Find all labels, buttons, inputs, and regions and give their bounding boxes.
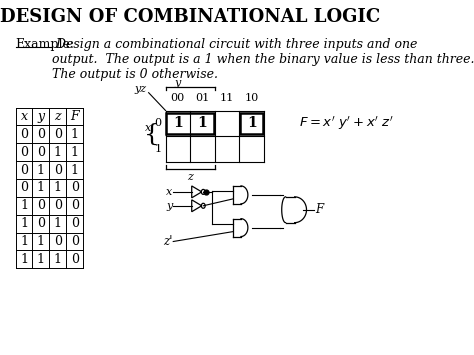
Text: 0: 0 <box>71 253 79 266</box>
Text: 01: 01 <box>195 93 210 103</box>
Text: x: x <box>146 124 152 133</box>
Text: 1: 1 <box>247 116 256 130</box>
Text: x: x <box>166 187 173 197</box>
Text: 0: 0 <box>71 235 79 248</box>
Text: 10: 10 <box>245 93 259 103</box>
Text: 11: 11 <box>220 93 234 103</box>
Text: 1: 1 <box>54 181 62 195</box>
Text: F: F <box>71 110 79 123</box>
Text: 0: 0 <box>54 164 62 176</box>
Text: 0: 0 <box>37 217 45 230</box>
Text: 1: 1 <box>20 235 28 248</box>
Text: 0: 0 <box>71 181 79 195</box>
Text: x: x <box>20 110 27 123</box>
Text: Design a combinational circuit with three inputs and one
output.  The output is : Design a combinational circuit with thre… <box>53 38 474 81</box>
Text: 0: 0 <box>37 128 45 141</box>
Text: DESIGN OF COMBINATIONAL LOGIC: DESIGN OF COMBINATIONAL LOGIC <box>0 8 380 26</box>
Text: 1: 1 <box>20 199 28 212</box>
Text: 1: 1 <box>54 217 62 230</box>
Text: 0: 0 <box>20 164 28 176</box>
Text: 1: 1 <box>71 146 79 159</box>
Text: y: y <box>166 201 173 211</box>
Text: z': z' <box>163 235 173 248</box>
Text: 0: 0 <box>54 199 62 212</box>
Text: {: { <box>144 123 159 146</box>
Text: 1: 1 <box>155 144 162 154</box>
Text: 0: 0 <box>54 235 62 248</box>
Text: 1: 1 <box>71 164 79 176</box>
Text: 1: 1 <box>20 217 28 230</box>
Text: 1: 1 <box>20 253 28 266</box>
Text: z: z <box>55 110 61 123</box>
Text: 1: 1 <box>37 235 45 248</box>
Text: 0: 0 <box>71 199 79 212</box>
Text: 1: 1 <box>173 116 183 130</box>
Text: 1: 1 <box>37 253 45 266</box>
Text: 0: 0 <box>71 217 79 230</box>
Text: 0: 0 <box>20 146 28 159</box>
Text: 1: 1 <box>54 146 62 159</box>
Text: y: y <box>37 110 45 123</box>
Text: 00: 00 <box>171 93 185 103</box>
Text: 1: 1 <box>54 253 62 266</box>
Text: 0: 0 <box>20 128 28 141</box>
Text: $F = x'\ y'+x'\ z'$: $F = x'\ y'+x'\ z'$ <box>299 115 393 132</box>
Text: 1: 1 <box>71 128 79 141</box>
Text: 1: 1 <box>37 164 45 176</box>
Text: 0: 0 <box>20 181 28 195</box>
Text: Example:: Example: <box>16 38 74 51</box>
Text: 0: 0 <box>155 119 162 129</box>
Text: 1: 1 <box>198 116 207 130</box>
Text: 1: 1 <box>37 181 45 195</box>
Text: yz: yz <box>134 84 146 94</box>
Text: z: z <box>187 172 193 182</box>
Text: y: y <box>175 78 181 88</box>
Text: 0: 0 <box>37 146 45 159</box>
Text: F: F <box>316 203 324 216</box>
Text: 0: 0 <box>37 199 45 212</box>
Text: 0: 0 <box>54 128 62 141</box>
